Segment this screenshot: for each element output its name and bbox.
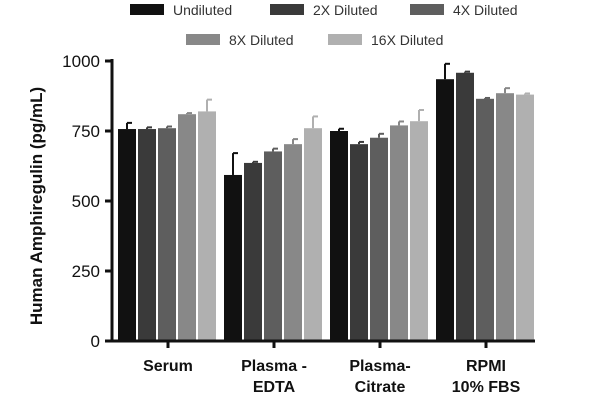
y-tick-label-3: 750 (72, 122, 100, 141)
bar-16x-diluted-rpmi-10-fbs (516, 94, 534, 341)
bar-4x-diluted-serum (158, 128, 176, 341)
category-label-citrate: Citrate (355, 379, 406, 396)
legend-label-16x-diluted: 16X Diluted (371, 32, 443, 48)
bar-undiluted-plasma-edta (224, 174, 242, 341)
category-label-10-fbs: 10% FBS (452, 379, 521, 396)
category-label-rpmi: RPMI (466, 358, 506, 375)
legend-swatch-2x-diluted (270, 4, 304, 15)
bar-8x-diluted-plasma-edta (284, 144, 302, 341)
bar-16x-diluted-plasma-citrate (410, 121, 428, 341)
bar-8x-diluted-rpmi-10-fbs (496, 93, 514, 341)
category-label-plasma: Plasma- (349, 358, 410, 375)
plot-area (118, 62, 534, 342)
bar-8x-diluted-serum (178, 114, 196, 341)
x-axis: Serum Plasma - EDTA Plasma- Citrate RPMI 10% F… (112, 339, 535, 396)
bar-2x-diluted-plasma-citrate (350, 144, 368, 341)
bar-undiluted-plasma-citrate (330, 131, 348, 341)
legend-label-undiluted: Undiluted (173, 2, 232, 18)
legend-swatch-16x-diluted (328, 34, 362, 45)
y-tick-label-0: 0 (91, 332, 100, 351)
legend-label-8x-diluted: 8X Diluted (229, 32, 294, 48)
legend-swatch-8x-diluted (186, 34, 220, 45)
bar-4x-diluted-plasma-citrate (370, 137, 388, 341)
bar-undiluted-rpmi-10-fbs (436, 79, 454, 341)
y-tick-label-4: 1000 (62, 52, 100, 71)
bar-2x-diluted-rpmi-10-fbs (456, 72, 474, 341)
y-tick-label-1: 250 (72, 262, 100, 281)
y-axis: 0 250 500 750 1000 (62, 52, 114, 351)
legend-swatch-undiluted (130, 4, 164, 15)
legend-label-4x-diluted: 4X Diluted (453, 2, 518, 18)
bar-8x-diluted-plasma-citrate (390, 125, 408, 342)
bar-16x-diluted-plasma-edta (304, 128, 322, 341)
y-axis-title: Human Amphiregulin (pg/mL) (27, 87, 46, 325)
legend-swatch-4x-diluted (410, 4, 444, 15)
legend-label-2x-diluted: 2X Diluted (313, 2, 378, 18)
bar-4x-diluted-rpmi-10-fbs (476, 98, 494, 341)
y-tick-label-2: 500 (72, 192, 100, 211)
bar-2x-diluted-plasma-edta (244, 162, 262, 341)
category-label-edta: EDTA (253, 379, 296, 396)
bar-undiluted-serum (118, 129, 136, 341)
bar-16x-diluted-serum (198, 111, 216, 342)
bar-2x-diluted-serum (138, 129, 156, 341)
legend: Undiluted 2X Diluted 4X Diluted 8X Diluted 1… (130, 2, 518, 48)
bar-4x-diluted-plasma-edta (264, 151, 282, 341)
category-label-serum: Serum (143, 358, 193, 375)
category-label-plasma: Plasma - (241, 358, 307, 375)
